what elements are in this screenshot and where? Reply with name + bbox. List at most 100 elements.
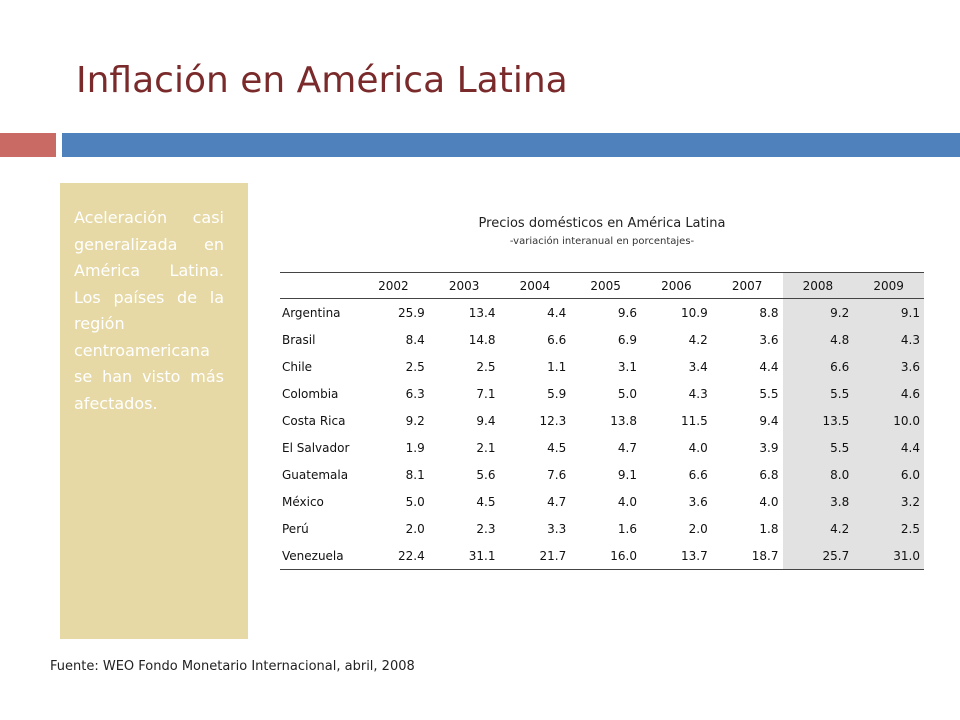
table-row: El Salvador 1.9 2.1 4.5 4.7 4.0 3.9 5.5 4.4 <box>280 434 924 461</box>
table-subtitle: -variación interanual en porcentajes- <box>509 236 695 247</box>
value-cell: 7.1 <box>476 386 496 401</box>
value-cell: 4.7 <box>617 440 637 455</box>
value-cell: 4.0 <box>617 494 637 509</box>
value-cell: 3.8 <box>782 488 854 515</box>
year-header: 2006 <box>641 272 712 299</box>
value-cell: 16.0 <box>570 542 641 570</box>
value-cell: 4.4 <box>759 359 779 374</box>
summary-box: Aceleración casi generalizada en América… <box>60 183 248 639</box>
value-cell: 6.6 <box>688 467 708 482</box>
table-row: Perú 2.0 2.3 3.3 1.6 2.0 1.8 4.2 2.5 <box>280 515 924 542</box>
value-cell: 13.8 <box>610 413 637 428</box>
country-cell: Costa Rica <box>282 413 346 428</box>
value-cell: 1.1 <box>547 359 567 374</box>
value-cell: 6.6 <box>547 332 567 347</box>
slide-title: Inflación en América Latina <box>76 60 568 101</box>
value-cell: 14.8 <box>468 332 496 347</box>
value-cell: 22.4 <box>358 542 429 570</box>
value-cell: 4.6 <box>853 380 924 407</box>
value-cell: 3.9 <box>759 440 779 455</box>
country-cell: Guatemala <box>282 467 349 482</box>
value-cell: 9.6 <box>617 305 637 320</box>
summary-text: Aceleración casi generalizada en América… <box>74 208 224 413</box>
value-cell: 25.9 <box>398 305 425 320</box>
value-cell: 4.0 <box>759 494 779 509</box>
value-cell: 31.0 <box>853 542 924 570</box>
source-note: Fuente: WEO Fondo Monetario Internaciona… <box>50 659 415 674</box>
value-cell: 9.4 <box>476 413 496 428</box>
value-cell: 2.5 <box>476 359 496 374</box>
value-cell: 10.9 <box>681 305 708 320</box>
value-cell: 2.5 <box>405 359 425 374</box>
value-cell: 4.0 <box>688 440 708 455</box>
country-cell: Venezuela <box>280 542 358 570</box>
value-cell: 13.7 <box>641 542 712 570</box>
table-row: Chile 2.5 2.5 1.1 3.1 3.4 4.4 6.6 3.6 <box>280 353 924 380</box>
year-header: 2008 <box>782 272 854 299</box>
value-cell: 4.3 <box>853 326 924 353</box>
value-cell: 8.1 <box>405 467 425 482</box>
value-cell: 5.6 <box>476 467 496 482</box>
value-cell: 4.4 <box>853 434 924 461</box>
value-cell: 21.7 <box>499 542 571 570</box>
value-cell: 9.4 <box>759 413 779 428</box>
accent-bar-red <box>0 133 56 157</box>
value-cell: 5.5 <box>782 434 854 461</box>
value-cell: 5.5 <box>759 386 779 401</box>
value-cell: 2.0 <box>405 521 425 536</box>
table-row: Venezuela 22.4 31.1 21.7 16.0 13.7 18.7 25.7 31.… <box>280 542 924 570</box>
year-header: 2005 <box>570 272 641 299</box>
value-cell: 18.7 <box>711 542 783 570</box>
value-cell: 2.3 <box>476 521 496 536</box>
value-cell: 9.1 <box>617 467 637 482</box>
country-cell: Brasil <box>282 332 316 347</box>
value-cell: 8.0 <box>782 461 854 488</box>
value-cell: 10.0 <box>853 407 924 434</box>
table-row: Guatemala 8.1 5.6 7.6 9.1 6.6 6.8 8.0 6.0 <box>280 461 924 488</box>
value-cell: 9.2 <box>782 298 854 326</box>
value-cell: 3.3 <box>547 521 567 536</box>
table-header-row: 2002 2003 2004 2005 2006 2007 2008 2009 <box>280 272 924 299</box>
value-cell: 3.6 <box>853 353 924 380</box>
value-cell: 4.4 <box>547 305 567 320</box>
table-title: Precios domésticos en América Latina <box>478 216 726 231</box>
value-cell: 2.0 <box>688 521 708 536</box>
value-cell: 4.5 <box>547 440 567 455</box>
value-cell: 4.2 <box>782 515 854 542</box>
value-cell: 1.8 <box>759 521 779 536</box>
value-cell: 3.1 <box>617 359 637 374</box>
table-row: Colombia 6.3 7.1 5.9 5.0 4.3 5.5 5.5 4.6 <box>280 380 924 407</box>
value-cell: 3.6 <box>759 332 779 347</box>
value-cell: 8.8 <box>759 305 779 320</box>
value-cell: 4.2 <box>688 332 708 347</box>
country-cell: Colombia <box>282 386 339 401</box>
value-cell: 3.4 <box>688 359 708 374</box>
value-cell: 5.5 <box>782 380 854 407</box>
value-cell: 4.8 <box>782 326 854 353</box>
country-cell: Chile <box>282 359 313 374</box>
header-country-blank <box>280 272 358 299</box>
value-cell: 6.3 <box>405 386 425 401</box>
country-cell: Argentina <box>282 305 341 320</box>
value-cell: 6.0 <box>853 461 924 488</box>
value-cell: 6.9 <box>617 332 637 347</box>
value-cell: 6.6 <box>782 353 854 380</box>
year-header: 2004 <box>499 272 571 299</box>
value-cell: 5.0 <box>405 494 425 509</box>
table-body: Argentina 25.9 13.4 4.4 9.6 10.9 8.8 9.2 9.1 Bras… <box>280 298 924 570</box>
inflation-table: 2002 2003 2004 2005 2006 2007 2008 2009 Argenti… <box>280 272 924 570</box>
value-cell: 6.8 <box>759 467 779 482</box>
accent-bar-blue <box>62 133 960 157</box>
value-cell: 5.0 <box>617 386 637 401</box>
value-cell: 2.1 <box>476 440 496 455</box>
year-header: 2007 <box>711 272 783 299</box>
country-cell: Perú <box>282 521 309 536</box>
value-cell: 4.5 <box>476 494 496 509</box>
value-cell: 9.2 <box>405 413 425 428</box>
value-cell: 11.5 <box>681 413 708 428</box>
value-cell: 3.2 <box>853 488 924 515</box>
value-cell: 25.7 <box>782 542 854 570</box>
country-cell: México <box>282 494 324 509</box>
value-cell: 13.5 <box>782 407 854 434</box>
table-row: Argentina 25.9 13.4 4.4 9.6 10.9 8.8 9.2 9.1 <box>280 298 924 326</box>
